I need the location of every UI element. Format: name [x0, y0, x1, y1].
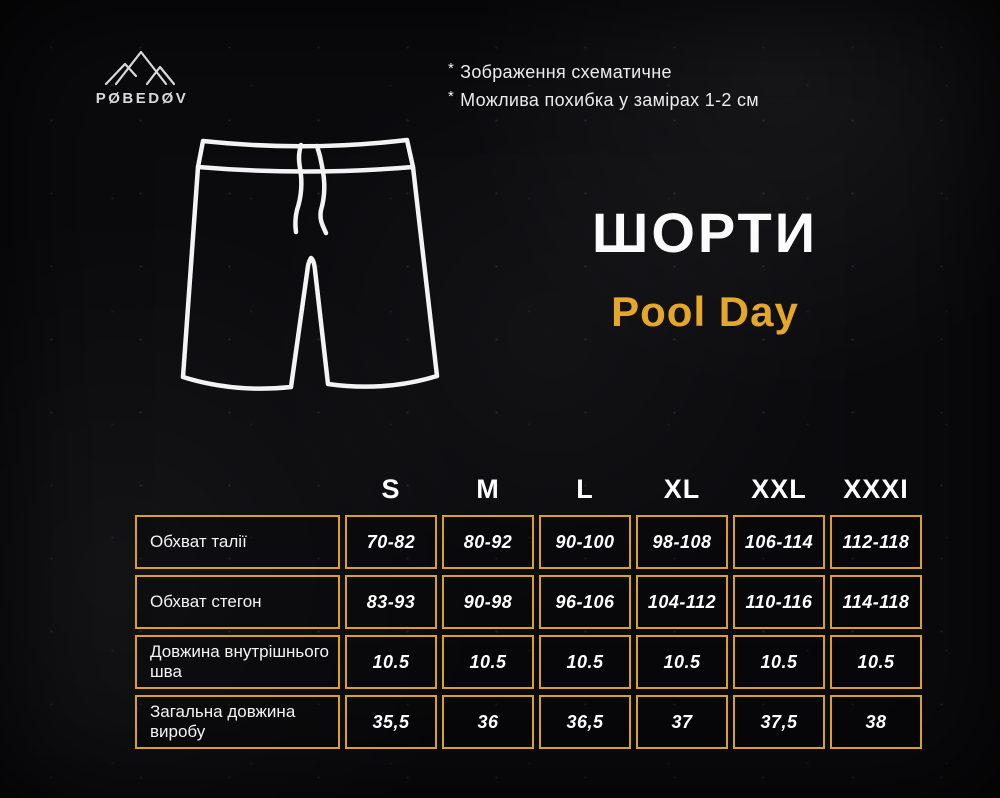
size-column-header: S: [381, 474, 401, 504]
table-row: Обхват талії 70-82 80-92 90-100 98-108 1…: [135, 515, 922, 569]
size-value-cell: 106-114: [733, 515, 825, 569]
table-row: Довжина внутрішнього шва 10.5 10.5 10.5 …: [135, 635, 922, 689]
mountains-icon: [104, 50, 176, 86]
asterisk-bullet: *: [448, 60, 455, 77]
size-value-cell: 90-100: [539, 515, 631, 569]
size-column-header: XL: [663, 474, 701, 504]
size-value-cell: 37: [636, 695, 728, 749]
note-text: Зображення схематичне: [460, 62, 672, 82]
brand-name: PØBEDØV: [95, 90, 189, 107]
shorts-icon: [180, 137, 440, 391]
size-value-cell: 83-93: [345, 575, 437, 629]
size-table-section: S M L XL XXL XXXI Обхват талії 70-82 80-…: [130, 468, 927, 755]
note-line: * Зображення схематичне: [448, 60, 759, 83]
size-header-row: S M L XL XXL XXXI: [135, 474, 922, 509]
product-category-title: ШОРТИ: [592, 201, 818, 264]
table-row: Обхват стегон 83-93 90-98 96-106 104-112…: [135, 575, 922, 629]
size-value-cell: 10.5: [442, 635, 534, 689]
shorts-illustration: [160, 110, 480, 445]
size-column-header: M: [476, 474, 500, 504]
size-value-cell: 37,5: [733, 695, 825, 749]
size-value-cell: 10.5: [733, 635, 825, 689]
product-title-block: ШОРТИ Pool Day: [550, 205, 860, 333]
size-value-cell: 10.5: [830, 635, 922, 689]
size-column-header: XXXI: [843, 474, 909, 504]
product-name-title: Pool Day: [611, 288, 799, 335]
size-value-cell: 90-98: [442, 575, 534, 629]
size-value-cell: 36: [442, 695, 534, 749]
asterisk-bullet: *: [448, 88, 455, 105]
size-value-cell: 80-92: [442, 515, 534, 569]
size-value-cell: 104-112: [636, 575, 728, 629]
size-column-header: XXL: [751, 474, 807, 504]
size-value-cell: 110-116: [733, 575, 825, 629]
disclaimer-notes: * Зображення схематичне * Можлива похибка …: [448, 60, 759, 118]
size-value-cell: 98-108: [636, 515, 728, 569]
size-value-cell: 114-118: [830, 575, 922, 629]
size-value-cell: 112-118: [830, 515, 922, 569]
size-value-cell: 70-82: [345, 515, 437, 569]
size-value-cell: 10.5: [539, 635, 631, 689]
size-column-header: L: [576, 474, 594, 504]
size-value-cell: 38: [830, 695, 922, 749]
row-label: Довжина внутрішнього шва: [135, 635, 340, 689]
row-label: Загальна довжина виробу: [135, 695, 340, 749]
size-value-cell: 10.5: [636, 635, 728, 689]
note-text: Можлива похибка у замірах 1-2 см: [460, 90, 759, 110]
brand-logo: PØBEDØV: [82, 40, 202, 107]
size-value-cell: 35,5: [345, 695, 437, 749]
size-value-cell: 36,5: [539, 695, 631, 749]
row-label: Обхват стегон: [135, 575, 340, 629]
size-table: S M L XL XXL XXXI Обхват талії 70-82 80-…: [130, 468, 927, 755]
size-value-cell: 10.5: [345, 635, 437, 689]
row-label: Обхват талії: [135, 515, 340, 569]
note-line: * Можлива похибка у замірах 1-2 см: [448, 88, 759, 111]
empty-header-cell: [135, 474, 340, 509]
table-row: Загальна довжина виробу 35,5 36 36,5 37 …: [135, 695, 922, 749]
size-value-cell: 96-106: [539, 575, 631, 629]
